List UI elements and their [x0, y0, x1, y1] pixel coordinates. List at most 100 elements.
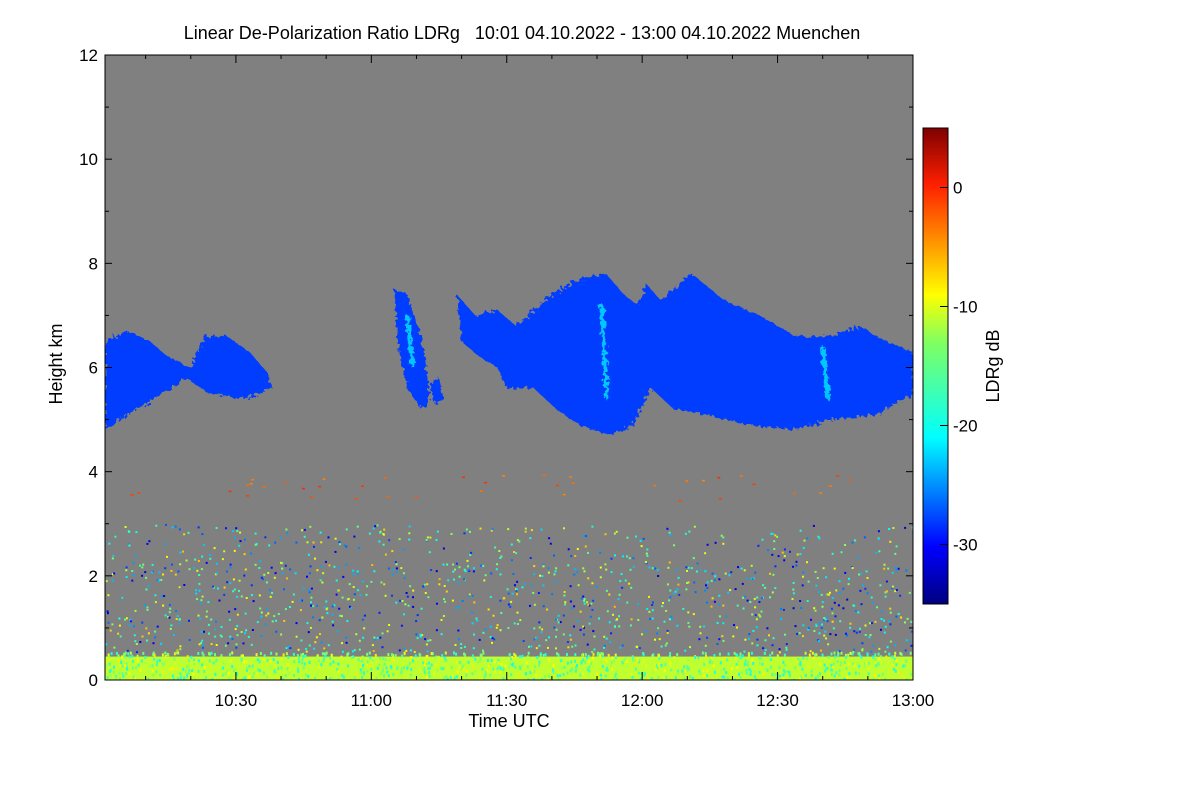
- noise-pixel: [669, 661, 672, 665]
- noise-pixel: [783, 555, 786, 558]
- noise-pixel: [557, 653, 560, 657]
- noise-pixel: [847, 653, 850, 657]
- noise-pixel: [629, 624, 632, 627]
- noise-pixel: [236, 530, 239, 533]
- noise-pixel: [275, 630, 278, 633]
- noise-pixel: [467, 569, 470, 572]
- noise-pixel: [758, 670, 761, 674]
- noise-pixel: [615, 530, 618, 533]
- noise-pixel: [315, 636, 318, 639]
- noise-pixel: [324, 560, 327, 563]
- noise-pixel: [228, 618, 231, 621]
- noise-pixel: [443, 598, 445, 601]
- noise-pixel: [199, 602, 202, 605]
- noise-pixel: [236, 634, 239, 637]
- noise-pixel: [500, 612, 503, 614]
- noise-pixel: [183, 676, 186, 680]
- noise-pixel: [744, 638, 747, 641]
- noise-pixel: [892, 667, 895, 671]
- noise-pixel: [553, 573, 556, 576]
- noise-pixel: [295, 622, 298, 625]
- noise-pixel: [354, 498, 358, 500]
- noise-pixel: [446, 658, 449, 662]
- noise-pixel: [771, 673, 774, 677]
- noise-pixel: [641, 657, 644, 661]
- noise-pixel: [551, 593, 554, 596]
- noise-pixel: [428, 671, 431, 675]
- noise-pixel: [773, 674, 775, 678]
- noise-pixel: [702, 479, 705, 482]
- noise-pixel: [152, 651, 155, 655]
- noise-pixel: [445, 590, 448, 593]
- noise-pixel: [502, 668, 505, 672]
- noise-pixel: [461, 664, 464, 668]
- noise-pixel: [703, 625, 706, 628]
- noise-pixel: [541, 628, 544, 631]
- noise-pixel: [886, 646, 889, 649]
- noise-pixel: [499, 599, 502, 602]
- noise-pixel: [508, 653, 511, 657]
- noise-pixel: [307, 631, 310, 634]
- noise-pixel: [507, 669, 510, 673]
- noise-pixel: [862, 584, 864, 587]
- noise-pixel: [419, 633, 422, 636]
- noise-pixel: [554, 580, 557, 583]
- noise-pixel: [371, 564, 374, 566]
- noise-pixel: [171, 674, 174, 678]
- noise-pixel: [233, 588, 236, 591]
- noise-pixel: [118, 617, 121, 620]
- noise-pixel: [900, 616, 902, 619]
- noise-pixel: [398, 649, 401, 652]
- noise-pixel: [722, 604, 725, 607]
- noise-pixel: [457, 605, 460, 608]
- noise-pixel: [774, 672, 777, 676]
- noise-pixel: [176, 649, 179, 652]
- noise-pixel: [807, 628, 810, 631]
- noise-pixel: [883, 567, 886, 570]
- noise-pixel: [465, 528, 468, 531]
- noise-pixel: [409, 673, 412, 677]
- noise-pixel: [387, 567, 390, 570]
- noise-pixel: [336, 668, 339, 671]
- noise-pixel: [214, 635, 217, 638]
- noise-pixel: [866, 652, 869, 656]
- noise-pixel: [764, 639, 767, 642]
- noise-pixel: [358, 648, 361, 651]
- noise-pixel: [630, 586, 633, 589]
- noise-pixel: [792, 588, 795, 591]
- noise-pixel: [569, 476, 573, 478]
- noise-pixel: [466, 559, 469, 562]
- noise-pixel: [706, 586, 709, 589]
- noise-pixel: [812, 656, 815, 660]
- noise-pixel: [871, 622, 873, 625]
- noise-pixel: [396, 667, 398, 671]
- colorbar-axis: 0-10-20-30: [940, 179, 978, 555]
- noise-pixel: [105, 580, 108, 583]
- noise-pixel: [716, 621, 719, 624]
- noise-pixel: [693, 525, 696, 528]
- noise-pixel: [736, 604, 739, 607]
- noise-pixel: [749, 672, 752, 676]
- noise-pixel: [560, 659, 563, 663]
- noise-pixel: [747, 653, 750, 657]
- noise-pixel: [107, 594, 110, 597]
- noise-pixel: [718, 578, 721, 581]
- noise-pixel: [645, 552, 648, 555]
- noise-pixel: [375, 676, 378, 680]
- noise-pixel: [551, 668, 554, 672]
- noise-pixel: [746, 663, 749, 667]
- noise-pixel: [900, 653, 903, 656]
- noise-pixel: [775, 677, 778, 680]
- noise-pixel: [600, 677, 603, 680]
- noise-pixel: [903, 675, 906, 679]
- noise-pixel: [301, 529, 303, 532]
- noise-pixel: [562, 672, 565, 676]
- noise-pixel: [178, 528, 181, 531]
- noise-pixel: [179, 563, 182, 566]
- noise-pixel: [704, 644, 707, 647]
- noise-pixel: [362, 671, 365, 675]
- noise-pixel: [726, 676, 729, 680]
- noise-pixel: [829, 672, 832, 676]
- noise-pixel: [410, 667, 413, 671]
- noise-pixel: [711, 572, 714, 575]
